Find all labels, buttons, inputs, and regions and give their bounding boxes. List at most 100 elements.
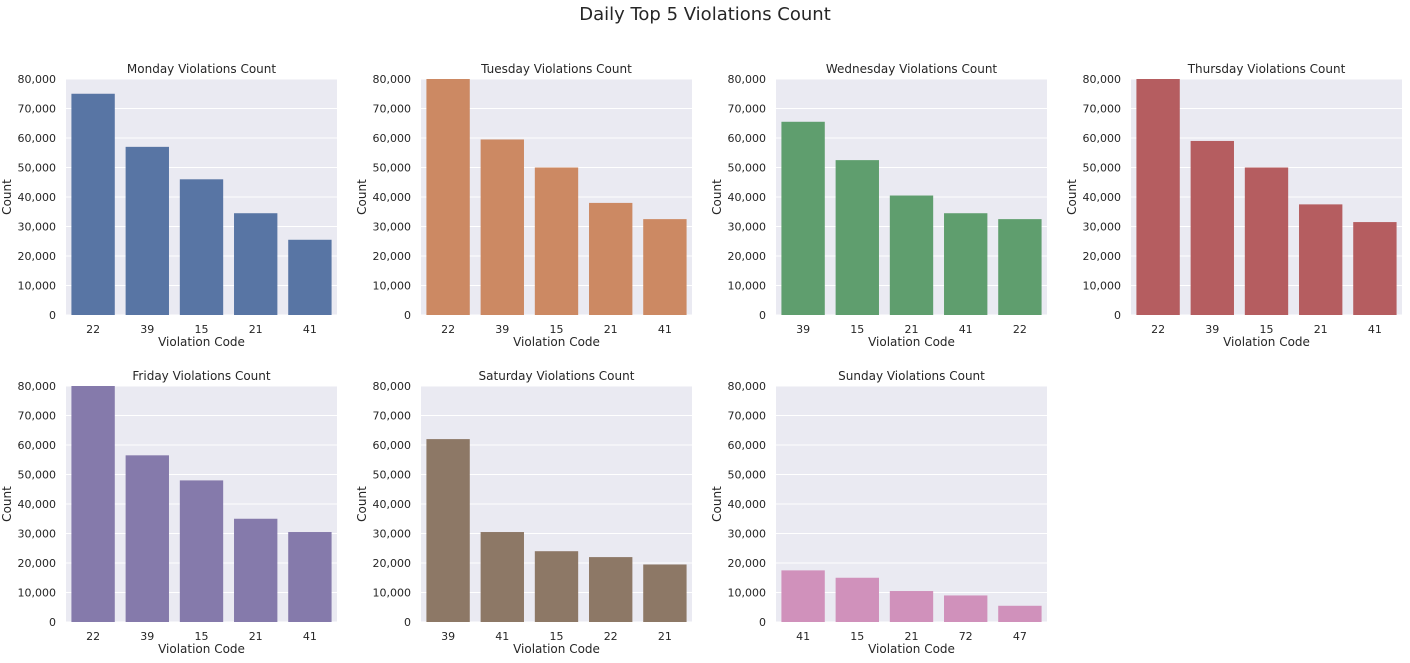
y-tick-label: 10,000	[18, 587, 57, 600]
x-axis-label: Violation Code	[513, 335, 600, 349]
y-tick-label: 20,000	[18, 557, 57, 570]
x-tick-label: 15	[1260, 323, 1274, 336]
bar	[179, 179, 224, 315]
x-tick-label: 41	[495, 630, 509, 643]
y-tick-label: 0	[49, 616, 56, 629]
y-tick-label: 60,000	[728, 132, 767, 145]
bar	[125, 455, 169, 622]
y-tick-label: 70,000	[728, 410, 767, 423]
y-tick-label: 60,000	[18, 132, 57, 145]
y-tick-label: 30,000	[373, 221, 412, 234]
y-tick-label: 40,000	[728, 191, 767, 204]
y-tick-label: 50,000	[373, 469, 412, 482]
y-tick-label: 20,000	[373, 250, 412, 263]
y-tick-label: 80,000	[728, 380, 767, 393]
y-tick-label: 70,000	[1083, 103, 1122, 116]
y-tick-label: 80,000	[1083, 73, 1122, 86]
y-tick-label: 60,000	[728, 439, 767, 452]
bar	[998, 605, 1042, 622]
bar	[889, 195, 934, 315]
subplot-title: Tuesday Violations Count	[480, 62, 632, 76]
y-tick-label: 30,000	[728, 221, 767, 234]
x-tick-label: 21	[905, 630, 919, 643]
y-tick-label: 50,000	[18, 162, 57, 175]
y-tick-label: 70,000	[373, 103, 412, 116]
bar	[1244, 167, 1289, 315]
x-tick-label: 22	[441, 323, 455, 336]
x-tick-label: 15	[850, 630, 864, 643]
y-tick-label: 80,000	[728, 73, 767, 86]
y-tick-label: 50,000	[728, 469, 767, 482]
x-tick-label: 15	[850, 323, 864, 336]
y-tick-label: 60,000	[18, 439, 57, 452]
x-tick-label: 15	[550, 630, 564, 643]
y-tick-label: 20,000	[728, 250, 767, 263]
y-tick-label: 50,000	[373, 162, 412, 175]
y-tick-label: 0	[49, 309, 56, 322]
x-tick-label: 39	[495, 323, 509, 336]
bar	[426, 79, 470, 315]
y-tick-label: 60,000	[373, 439, 412, 452]
x-tick-label: 21	[249, 323, 263, 336]
bar	[589, 557, 633, 622]
bar	[944, 595, 988, 622]
y-tick-label: 30,000	[1083, 221, 1122, 234]
y-axis-label: Count	[355, 486, 369, 522]
y-tick-label: 40,000	[18, 191, 57, 204]
y-axis-label: Count	[0, 486, 14, 522]
y-axis-label: Count	[710, 486, 724, 522]
x-axis-label: Violation Code	[158, 642, 245, 656]
x-tick-label: 39	[1205, 323, 1219, 336]
bar	[643, 219, 687, 315]
x-axis-label: Violation Code	[868, 335, 955, 349]
y-tick-label: 80,000	[373, 73, 412, 86]
bar	[998, 219, 1042, 315]
bar	[234, 213, 278, 315]
bar	[288, 239, 332, 315]
bar	[71, 93, 115, 315]
y-tick-label: 70,000	[373, 410, 412, 423]
bar	[534, 167, 579, 315]
y-axis-label: Count	[1065, 179, 1079, 215]
y-tick-label: 50,000	[18, 469, 57, 482]
bar	[1353, 222, 1397, 315]
bar	[234, 518, 278, 622]
bar	[534, 551, 579, 622]
bar	[781, 570, 825, 622]
y-tick-label: 40,000	[373, 498, 412, 511]
y-tick-label: 20,000	[18, 250, 57, 263]
x-tick-label: 39	[140, 630, 154, 643]
x-tick-label: 22	[86, 630, 100, 643]
bar	[125, 146, 169, 315]
x-tick-label: 39	[796, 323, 810, 336]
x-tick-label: 22	[86, 323, 100, 336]
y-tick-label: 30,000	[373, 528, 412, 541]
bar	[889, 591, 934, 622]
y-tick-label: 30,000	[728, 528, 767, 541]
x-tick-label: 22	[604, 630, 618, 643]
y-tick-label: 20,000	[728, 557, 767, 570]
x-tick-label: 41	[303, 323, 317, 336]
x-tick-label: 41	[796, 630, 810, 643]
bar	[835, 577, 879, 622]
bar	[944, 213, 988, 315]
bar	[781, 121, 825, 316]
bar	[589, 202, 633, 315]
y-tick-label: 40,000	[373, 191, 412, 204]
x-tick-label: 15	[550, 323, 564, 336]
x-tick-label: 39	[441, 630, 455, 643]
x-axis-label: Violation Code	[158, 335, 245, 349]
x-tick-label: 41	[303, 630, 317, 643]
bar	[643, 564, 687, 622]
y-tick-label: 0	[404, 309, 411, 322]
bar	[1299, 204, 1343, 315]
y-tick-label: 20,000	[373, 557, 412, 570]
x-tick-label: 15	[195, 323, 209, 336]
y-tick-label: 40,000	[728, 498, 767, 511]
x-axis-label: Violation Code	[513, 642, 600, 656]
x-tick-label: 21	[905, 323, 919, 336]
y-tick-label: 60,000	[373, 132, 412, 145]
y-tick-label: 0	[1114, 309, 1121, 322]
bar	[1136, 79, 1180, 315]
x-tick-label: 21	[658, 630, 672, 643]
